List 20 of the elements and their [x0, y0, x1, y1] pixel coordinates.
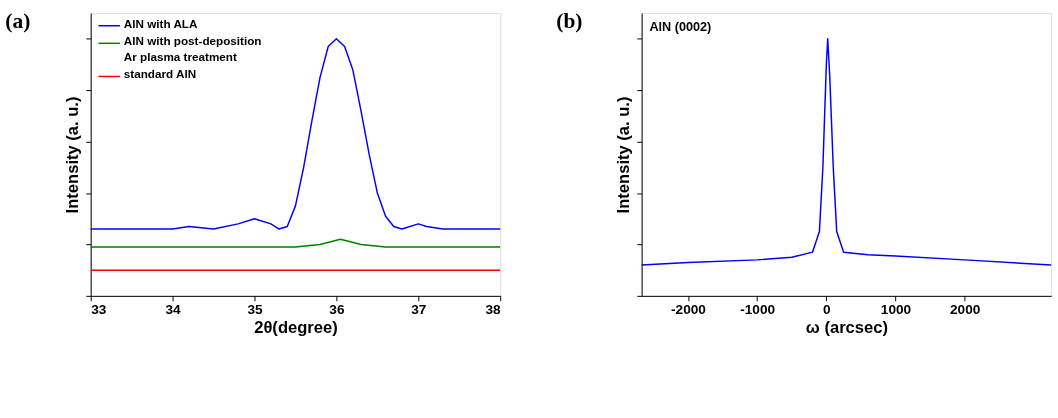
x-tick-label: 38 [485, 301, 502, 317]
x-tick-label: 2000 [950, 301, 981, 317]
x-tick-label: -2000 [671, 301, 707, 317]
x-tick-label: 34 [165, 301, 182, 317]
chart-title: (a) [5, 8, 31, 33]
legend-label: standard AlN [123, 67, 197, 81]
x-axis-title: ω (arcsec) [805, 318, 888, 338]
x-tick-label: 0 [823, 301, 832, 317]
text: AlN (0002) [649, 19, 712, 34]
legend-label: AlN with ALA [123, 16, 198, 30]
x-tick-label: 33 [91, 301, 107, 317]
y-axis-title: Intensity (a. u.) [613, 96, 633, 214]
x-tick-label: 1000 [880, 301, 912, 317]
x-tick-label: 37 [411, 301, 427, 317]
x-tick-label: 36 [329, 301, 345, 317]
y-axis-title: Intensity (a. u.) [63, 96, 83, 214]
chart-title: (b) [556, 8, 583, 33]
x-tick-label: 35 [247, 301, 263, 317]
x-tick-label: -1000 [740, 301, 776, 317]
x-axis-title: 2θ(degree) [254, 318, 338, 338]
